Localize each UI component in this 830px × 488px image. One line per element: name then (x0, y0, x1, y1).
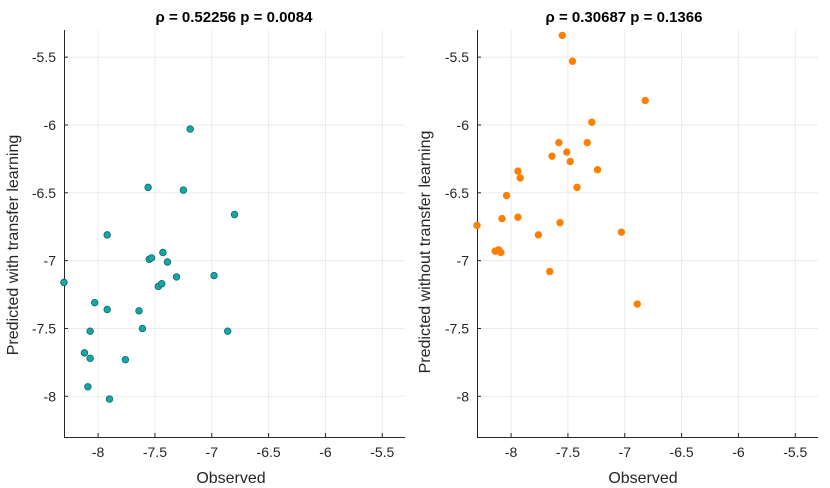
y-tick-label: -8 (44, 388, 57, 404)
data-point (60, 278, 68, 287)
y-tick-label: -7 (44, 253, 57, 269)
y-tick-label: -7.5 (445, 320, 469, 336)
data-point (121, 355, 130, 364)
data-point (158, 279, 166, 288)
data-point (497, 248, 505, 257)
x-tick-label: -7.5 (556, 444, 580, 460)
y-axis-label: Predicted without transfer learning (417, 131, 434, 374)
x-tick-label: -7 (619, 444, 632, 460)
x-tick-label: -8 (505, 444, 518, 460)
x-tick-label: -6 (319, 444, 332, 460)
x-tick-label: -6 (732, 444, 745, 460)
data-point (230, 210, 239, 219)
data-point (563, 148, 571, 156)
data-point (172, 273, 181, 281)
data-point (147, 254, 156, 262)
y-tick-label: -6 (44, 117, 57, 133)
data-point (105, 395, 114, 403)
y-tick-label: -6.5 (445, 185, 469, 201)
data-point (144, 183, 152, 192)
data-point (583, 138, 591, 147)
data-point (473, 221, 481, 230)
data-point (546, 267, 554, 276)
y-tick-label: -6 (457, 117, 470, 133)
data-point (179, 186, 188, 194)
y-tick-label: -5.5 (32, 49, 56, 65)
x-axis-label: Observed (196, 470, 265, 487)
data-point (516, 174, 524, 182)
data-point (223, 327, 232, 335)
tick-labels: -8 -7.5 -7 -6.5 -6 -5.5 -8 -7.5 -7 -6.5 -6 -5.5 (445, 49, 808, 460)
x-tick-label: -6.5 (257, 444, 281, 460)
data-point (548, 152, 556, 160)
data-point (588, 118, 596, 126)
y-tick-label: -6.5 (32, 185, 56, 201)
y-tick-label: -7.5 (32, 320, 56, 336)
grid-lines (477, 30, 818, 437)
x-tick-label: -5.5 (783, 444, 807, 460)
data-point (498, 214, 506, 223)
data-point (86, 354, 94, 363)
scatter-panel-with-transfer: -8 -7.5 -7 -6.5 -6 -5.5 -8 -7.5 -7 -6.5 -6 -5.5 ρ =… (5, 9, 405, 487)
x-tick-label: -8 (92, 444, 105, 460)
x-tick-label: -6.5 (670, 444, 694, 460)
data-point (514, 213, 522, 221)
data-point (135, 307, 143, 315)
tick-labels: -8 -7.5 -7 -6.5 -6 -5.5 -8 -7.5 -7 -6.5 -6 -5.5 (32, 49, 395, 460)
data-points (473, 31, 649, 308)
data-points (60, 125, 239, 403)
data-point (80, 349, 89, 357)
data-point (210, 271, 218, 280)
data-point (84, 383, 92, 391)
data-point (566, 157, 574, 166)
data-point (159, 248, 167, 257)
data-point (163, 258, 172, 266)
scatter-panel-without-transfer: -8 -7.5 -7 -6.5 -6 -5.5 -8 -7.5 -7 -6.5 -6 -5.5 ρ =… (417, 9, 818, 487)
data-point (573, 183, 581, 192)
data-point (633, 300, 641, 308)
grid-lines (64, 30, 405, 437)
data-point (103, 231, 111, 239)
data-point (103, 305, 111, 314)
data-point (534, 231, 543, 239)
chart-title: ρ = 0.52256 p = 0.0084 (156, 9, 314, 26)
chart-title: ρ = 0.30687 p = 0.1366 (546, 9, 703, 26)
data-point (593, 166, 602, 174)
data-point (502, 191, 511, 200)
x-axis-label: Observed (608, 470, 677, 487)
data-point (568, 57, 577, 65)
data-point (186, 125, 194, 133)
data-point (558, 31, 566, 40)
y-axis-label: Predicted with transfer learning (5, 135, 22, 356)
y-tick-label: -5.5 (445, 49, 469, 65)
x-tick-label: -7 (206, 444, 219, 460)
data-point (86, 327, 94, 335)
y-tick-label: -8 (457, 388, 470, 404)
x-tick-label: -7.5 (143, 444, 167, 460)
data-point (617, 228, 626, 236)
data-point (556, 218, 564, 227)
data-point (90, 298, 99, 307)
data-point (138, 324, 147, 333)
data-point (641, 96, 649, 105)
data-point (555, 138, 563, 147)
y-tick-label: -7 (457, 253, 470, 269)
data-point (514, 167, 522, 175)
x-tick-label: -5.5 (370, 444, 394, 460)
